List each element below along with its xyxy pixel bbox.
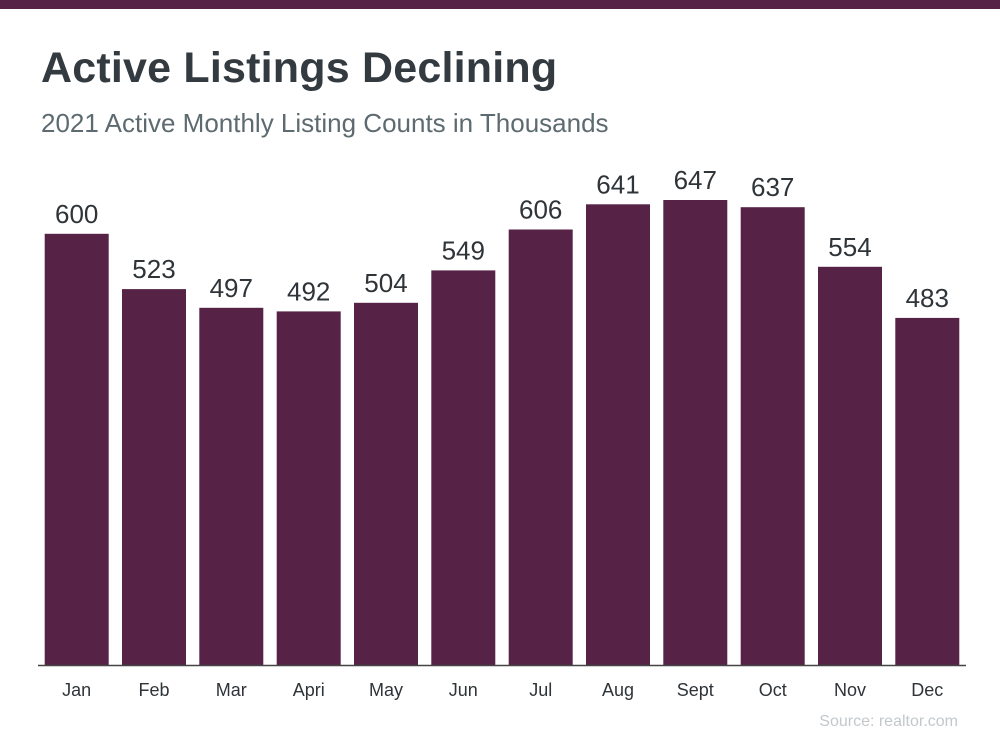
- x-tick-label-oct: Oct: [759, 680, 787, 700]
- bar-aug: [586, 204, 650, 666]
- bar-nov: [818, 266, 882, 665]
- data-label-mar: 497: [210, 273, 253, 303]
- x-tick-label-jun: Jun: [449, 680, 478, 700]
- chart-subtitle: 2021 Active Monthly Listing Counts in Th…: [41, 108, 609, 138]
- x-tick-label-jul: Jul: [529, 680, 552, 700]
- data-label-aug: 641: [596, 169, 639, 199]
- data-label-jun: 549: [442, 235, 485, 265]
- data-label-jul: 606: [519, 195, 562, 225]
- x-tick-label-dec: Dec: [911, 680, 943, 700]
- top-accent-bar: [0, 0, 1000, 9]
- data-label-nov: 554: [828, 232, 871, 262]
- bar-apri: [276, 311, 341, 665]
- bar-dec: [895, 317, 960, 665]
- bar-mar: [199, 307, 264, 665]
- bar-jun: [431, 270, 496, 665]
- data-label-dec: 483: [906, 283, 949, 313]
- x-tick-label-nov: Nov: [834, 680, 866, 700]
- data-label-oct: 637: [751, 172, 794, 202]
- data-label-feb: 523: [132, 254, 175, 284]
- bar-may: [354, 302, 418, 665]
- data-label-sept: 647: [674, 165, 717, 195]
- data-label-jan: 600: [55, 199, 98, 229]
- bar-sept: [663, 200, 728, 665]
- bar-jan: [44, 233, 109, 666]
- x-tick-label-feb: Feb: [138, 680, 169, 700]
- bar-jul: [508, 229, 573, 665]
- x-tick-label-jan: Jan: [62, 680, 91, 700]
- bar-oct: [740, 207, 805, 665]
- x-tick-label-mar: Mar: [216, 680, 247, 700]
- data-label-apri: 492: [287, 276, 330, 306]
- x-tick-label-apri: Apri: [293, 680, 325, 700]
- x-tick-label-may: May: [369, 680, 403, 700]
- source-note: Source: realtor.com: [819, 713, 958, 730]
- x-tick-label-aug: Aug: [602, 680, 634, 700]
- x-tick-label-sept: Sept: [677, 680, 714, 700]
- data-label-may: 504: [364, 268, 407, 298]
- bar-feb: [122, 289, 186, 665]
- chart-title: Active Listings Declining: [41, 44, 558, 92]
